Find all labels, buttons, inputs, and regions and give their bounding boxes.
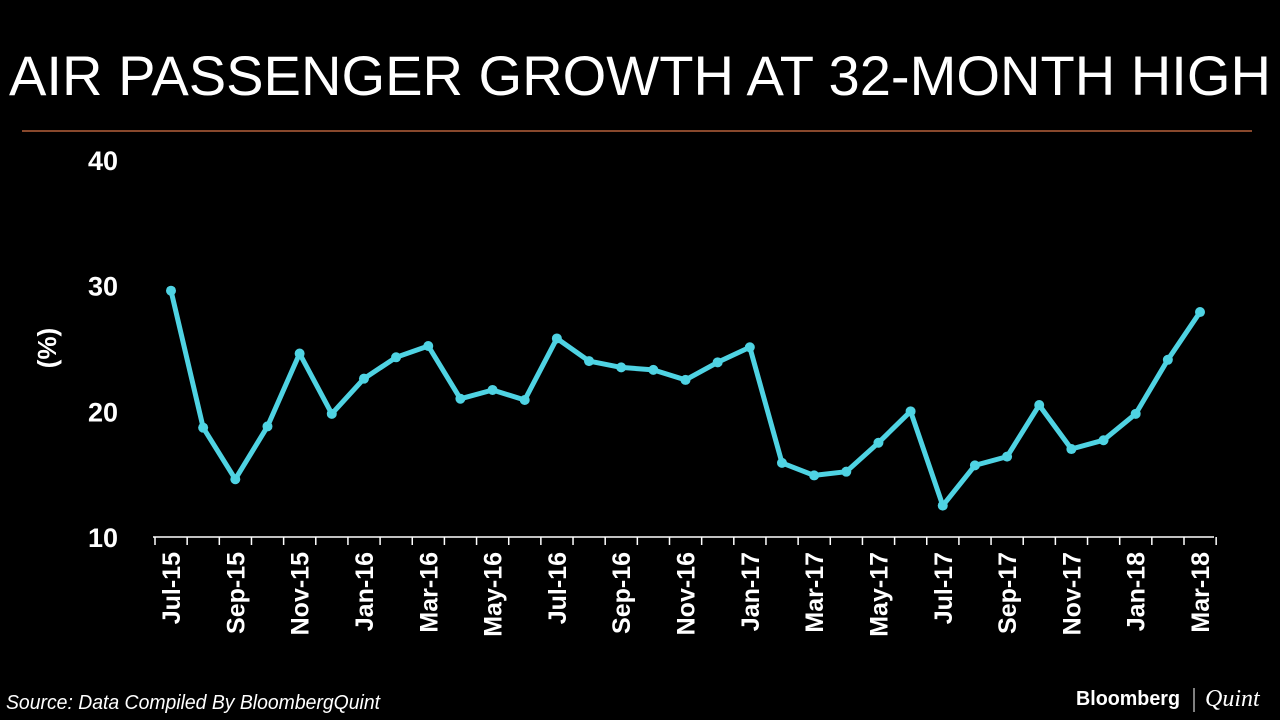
data-point-jan-16 [358,373,369,384]
data-point-feb-17 [776,457,787,468]
x-tick-label: Jul-16 [544,552,572,624]
x-tick-label: Jan-17 [737,552,765,631]
data-point-may-17 [873,437,884,448]
data-point-jan-17 [744,342,755,353]
data-point-mar-18 [1195,307,1205,318]
y-tick-label: 20 [88,397,118,427]
y-axis-label: (%) [32,328,62,368]
data-point-mar-17 [809,470,820,481]
data-point-jan-18 [1130,408,1141,419]
data-point-oct-16 [648,364,659,375]
data-point-dec-16 [712,357,723,368]
brand-logo: Bloomberg Quint [1076,686,1261,712]
x-tick-label: Nov-17 [1058,552,1086,635]
x-tick-label: Nov-16 [673,552,701,635]
series-line [168,290,1203,509]
chart-title: AIR PASSENGER GROWTH AT 32-MONTH HIGH [9,44,1271,107]
data-point-apr-16 [455,393,466,404]
data-point-nov-16 [680,374,691,385]
x-tick-label: Mar-16 [415,552,443,633]
data-point-jul-15 [166,285,176,296]
y-tick-label: 30 [88,272,118,302]
data-point-dec-15 [326,408,337,419]
data-point-jul-16 [551,333,562,344]
y-tick-label: 40 [88,146,118,176]
data-point-sep-17 [1002,451,1013,462]
data-point-feb-18 [1162,354,1173,365]
x-tick-label: Jul-17 [930,552,958,624]
logo-quint: Quint [1205,686,1261,712]
data-point-nov-15 [294,348,305,359]
y-tick-label: 10 [88,523,118,553]
data-point-feb-16 [391,352,402,363]
data-point-apr-17 [841,466,852,477]
logo-bloomberg: Bloomberg [1076,688,1180,710]
data-point-dec-17 [1098,435,1109,446]
data-point-mar-16 [423,340,434,351]
x-tick-label: Nov-15 [287,552,315,635]
x-tick-label: Mar-18 [1187,552,1215,633]
x-tick-label: Sep-16 [608,552,636,634]
x-tick-label: May-16 [480,552,508,637]
x-tick-label: Mar-17 [801,552,829,633]
data-point-oct-17 [1034,400,1045,411]
data-point-sep-16 [616,362,627,373]
x-tick-label: Jul-15 [158,552,186,624]
x-tick-label: Sep-15 [222,552,250,634]
data-point-aug-17 [969,460,980,471]
data-point-jul-17 [937,500,948,511]
x-tick-label: Jan-18 [1123,552,1151,631]
x-tick-label: Sep-17 [994,552,1022,634]
x-tick-label: Jan-16 [351,552,379,631]
data-point-sep-15 [230,474,241,485]
data-point-jun-16 [519,395,530,406]
data-point-aug-15 [198,422,209,433]
data-point-aug-16 [584,356,595,367]
data-point-nov-17 [1066,444,1077,455]
data-point-may-16 [487,384,498,395]
data-point-oct-15 [262,421,273,432]
source-note: Source: Data Compiled By BloombergQuint [6,692,381,714]
x-tick-label: May-17 [865,552,893,637]
data-point-jun-17 [905,406,916,417]
